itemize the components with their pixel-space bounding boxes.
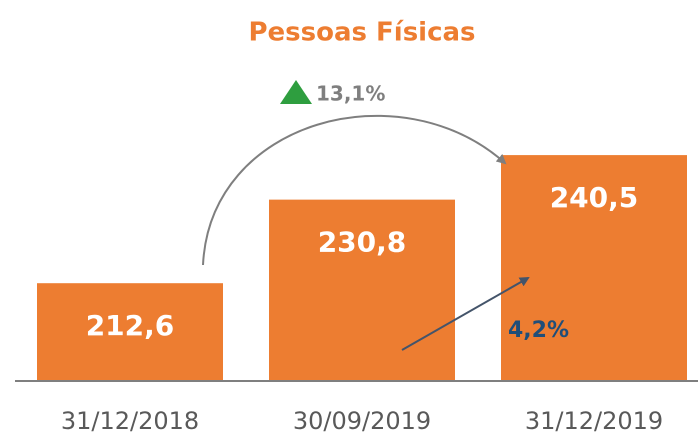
chart-title: Pessoas Físicas — [248, 18, 475, 48]
value-label: 212,6 — [86, 309, 175, 342]
bar — [269, 199, 455, 381]
bar — [37, 283, 223, 381]
x-tick-label: 31/12/2019 — [525, 407, 663, 435]
growth-arrow — [401, 277, 530, 351]
x-tick-label: 30/09/2019 — [293, 407, 431, 435]
value-label: 230,8 — [318, 226, 407, 259]
annotation: 4,2% — [508, 318, 569, 343]
value-label: 240,5 — [550, 181, 639, 214]
annotation: 13,1% — [316, 82, 385, 106]
x-tick-label: 31/12/2018 — [61, 407, 199, 435]
growth-arrow — [202, 114, 507, 266]
plot — [37, 155, 687, 381]
up-triangle — [280, 80, 312, 104]
bar — [501, 155, 687, 381]
